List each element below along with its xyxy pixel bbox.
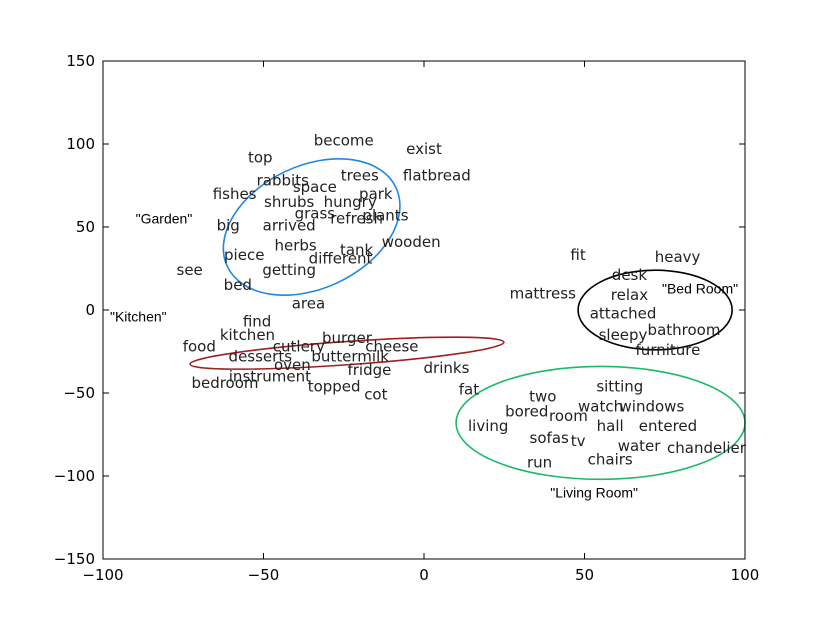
word-point: living bbox=[468, 417, 508, 435]
cluster-label: "Kitchen" bbox=[110, 309, 167, 325]
word-point: hall bbox=[597, 417, 624, 435]
word-point: space bbox=[293, 178, 337, 196]
word-point: tv bbox=[571, 432, 586, 450]
word-point: heavy bbox=[655, 248, 701, 266]
word-point: fishes bbox=[213, 185, 257, 203]
cluster-ellipse bbox=[222, 158, 401, 296]
word-point: top bbox=[248, 148, 273, 166]
x-tick-label: 0 bbox=[419, 566, 429, 584]
word-point: desserts bbox=[229, 347, 293, 365]
word-point: hungry bbox=[324, 193, 377, 211]
y-tick-label: −100 bbox=[54, 467, 95, 485]
word-point: bed bbox=[224, 276, 252, 294]
x-tick-label: 50 bbox=[575, 566, 594, 584]
word-point: bored bbox=[505, 402, 548, 420]
word-point: chandelier bbox=[667, 439, 747, 457]
word-point: bathroom bbox=[648, 321, 721, 339]
word-point: find bbox=[243, 313, 271, 331]
word-point: refresh bbox=[330, 210, 383, 228]
word-point: different bbox=[309, 250, 373, 268]
x-tick-label: −50 bbox=[248, 566, 280, 584]
word-point: rabbits bbox=[257, 172, 309, 190]
cluster-label: "Living Room" bbox=[550, 485, 638, 501]
word-point: cheese bbox=[365, 338, 418, 356]
word-point: water bbox=[618, 437, 662, 455]
word-point: buttermilk bbox=[311, 347, 389, 365]
word-point: sofas bbox=[530, 429, 569, 447]
word-point: attached bbox=[590, 304, 657, 322]
word-point: see bbox=[177, 261, 203, 279]
word-point: entered bbox=[639, 417, 697, 435]
cluster-ellipse bbox=[189, 336, 505, 370]
word-point: chairs bbox=[588, 450, 633, 468]
x-tick-label: −100 bbox=[82, 566, 123, 584]
word-point: fridge bbox=[347, 361, 391, 379]
word-point: wooden bbox=[382, 233, 441, 251]
word-point: room bbox=[549, 407, 588, 425]
y-tick-label: −150 bbox=[54, 550, 95, 568]
word-point: burger bbox=[322, 329, 373, 347]
word-point: getting bbox=[262, 261, 316, 279]
word-point: sleepy bbox=[599, 326, 648, 344]
word-point: kitchen bbox=[220, 326, 275, 344]
word-point: flatbread bbox=[403, 167, 471, 185]
word-point: become bbox=[314, 132, 374, 150]
word-point: windows bbox=[620, 397, 685, 415]
word-point: cutlery bbox=[273, 338, 325, 356]
word-point: piece bbox=[224, 246, 264, 264]
cluster-label: "Bed Room" bbox=[662, 280, 738, 296]
word-point: fat bbox=[459, 381, 479, 399]
word-point: arrived bbox=[263, 216, 316, 234]
word-point: tank bbox=[340, 241, 374, 259]
word-point: trees bbox=[341, 167, 379, 185]
word-point: park bbox=[359, 185, 393, 203]
word-point: desk bbox=[612, 266, 648, 284]
word-point: watch bbox=[578, 397, 623, 415]
word-point: relax bbox=[611, 286, 648, 304]
word-point: shrubs bbox=[264, 193, 315, 211]
word-point: two bbox=[529, 387, 556, 405]
y-tick-label: 100 bbox=[66, 135, 95, 153]
word-point: oven bbox=[274, 356, 311, 374]
word-point: plants bbox=[362, 206, 408, 224]
word-point: grass bbox=[295, 205, 336, 223]
y-tick-label: 50 bbox=[76, 218, 95, 236]
word-point: drinks bbox=[424, 359, 470, 377]
y-tick-label: −50 bbox=[63, 384, 95, 402]
y-tick-label: 0 bbox=[85, 301, 95, 319]
cluster-label: "Garden" bbox=[136, 211, 193, 227]
word-point: sitting bbox=[596, 377, 643, 395]
word-point: herbs bbox=[274, 236, 316, 254]
word-point: furniture bbox=[636, 341, 701, 359]
word-point: food bbox=[183, 338, 216, 356]
cluster-labels: "Garden" "Kitchen" "Bed Room" "Living Room" bbox=[110, 211, 738, 501]
x-tick-label: 100 bbox=[731, 566, 760, 584]
word-point: cot bbox=[364, 386, 387, 404]
cluster-ellipse bbox=[577, 269, 733, 351]
word-point: run bbox=[527, 454, 552, 472]
word-point: exist bbox=[406, 140, 442, 158]
word-point: area bbox=[292, 294, 325, 312]
word-points: become exist top trees flatbread rabbitsspace… bbox=[177, 132, 747, 472]
y-tick-label: 150 bbox=[66, 52, 95, 70]
word-point: bedroom bbox=[191, 374, 258, 392]
word-point: big bbox=[217, 216, 240, 234]
word-point: fit bbox=[570, 246, 585, 264]
word-point: instrument bbox=[229, 367, 311, 385]
word-point: mattress bbox=[510, 284, 576, 302]
word-point: topped bbox=[308, 377, 361, 395]
